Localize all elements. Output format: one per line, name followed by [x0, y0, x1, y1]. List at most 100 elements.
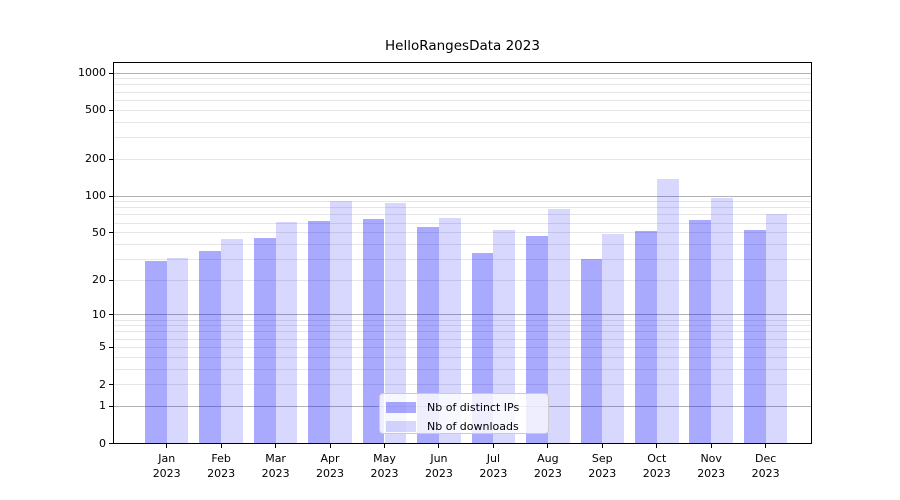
y-tick-mark-100	[109, 195, 113, 197]
bar-distinct-ips-oct	[634, 230, 657, 444]
bar-downloads-sep	[602, 233, 625, 444]
bar-distinct-ips-jan	[144, 261, 167, 444]
gridline-minor-200	[113, 158, 812, 160]
bar-downloads-aug	[547, 209, 570, 444]
x-tick-mark-feb	[220, 444, 222, 448]
bar-distinct-ips-feb	[199, 251, 222, 444]
y-tick-label-1000: 1000	[78, 66, 106, 79]
gridline-minor-60	[113, 222, 812, 224]
chart-title: HelloRangesData 2023	[385, 38, 540, 54]
gridline-minor-5	[113, 346, 812, 348]
x-tick-label-sep: Sep 2023	[588, 451, 617, 481]
gridline-minor-90	[113, 201, 812, 203]
legend-swatch-downloads	[386, 421, 416, 432]
gridline-minor-700	[113, 91, 812, 93]
gridline-minor-30	[113, 258, 812, 260]
y-tick-mark-50	[109, 232, 113, 234]
x-tick-label-dec: Dec 2023	[751, 451, 780, 481]
y-tick-mark-1	[109, 405, 113, 407]
x-tick-mark-mar	[275, 444, 277, 448]
gridline-minor-4	[113, 356, 812, 358]
gridline-minor-9	[113, 319, 812, 321]
y-tick-label-500: 500	[85, 103, 106, 117]
bar-distinct-ips-dec	[743, 229, 766, 444]
bar-distinct-ips-sep	[580, 259, 603, 444]
x-tick-mark-jan	[166, 444, 168, 448]
gridline-minor-2	[113, 384, 812, 386]
y-tick-label-100: 100	[85, 189, 106, 202]
gridline-minor-800	[113, 84, 812, 86]
x-tick-mark-jul	[492, 444, 494, 448]
y-tick-mark-5	[109, 346, 113, 348]
x-tick-label-jul: Jul 2023	[479, 451, 508, 481]
y-tick-mark-500	[109, 109, 113, 111]
x-tick-mark-nov	[710, 444, 712, 448]
y-tick-label-50: 50	[92, 225, 106, 239]
bar-downloads-dec	[765, 214, 788, 444]
legend-label-distinct-ips: Nb of distinct IPs	[427, 400, 520, 414]
y-tick-mark-10	[109, 314, 113, 316]
y-tick-label-200: 200	[85, 152, 106, 166]
gridline-minor-20	[113, 279, 812, 281]
x-tick-mark-oct	[656, 444, 658, 448]
x-tick-mark-may	[384, 444, 385, 448]
bar-downloads-jul	[493, 229, 516, 444]
x-tick-label-jun: Jun 2023	[424, 451, 453, 481]
gridline-minor-8	[113, 325, 812, 327]
x-tick-label-feb: Feb 2023	[207, 451, 236, 481]
y-tick-label-10: 10	[92, 307, 106, 321]
x-tick-label-apr: Apr 2023	[316, 451, 345, 481]
gridline-minor-400	[113, 121, 812, 123]
y-tick-label-5: 5	[99, 340, 106, 354]
bar-downloads-feb	[221, 239, 243, 444]
gridline-minor-6	[113, 338, 812, 340]
gridline-major-10	[113, 314, 812, 316]
gridline-minor-40	[113, 243, 812, 245]
gridline-minor-300	[113, 136, 812, 138]
bar-downloads-apr	[330, 201, 352, 444]
bar-distinct-ips-may	[362, 218, 385, 444]
y-tick-label-20: 20	[92, 273, 106, 287]
gridline-minor-50	[113, 232, 812, 234]
y-tick-mark-2	[109, 384, 113, 386]
bar-downloads-jan	[166, 257, 189, 444]
legend-label-downloads: Nb of downloads	[427, 419, 519, 433]
gridline-minor-900	[113, 78, 812, 80]
legend-item-downloads: Nb of downloads	[380, 416, 548, 435]
gridline-minor-3	[113, 368, 812, 370]
y-tick-mark-1000	[109, 72, 113, 74]
gridline-minor-70	[113, 214, 812, 216]
x-tick-mark-apr	[329, 444, 331, 448]
gridline-major-1000	[113, 72, 812, 74]
x-tick-label-jan: Jan 2023	[152, 451, 181, 481]
bar-downloads-jun	[438, 218, 461, 444]
legend: Nb of distinct IPs Nb of downloads	[379, 393, 549, 434]
bar-downloads-may	[384, 203, 407, 444]
y-tick-mark-20	[109, 279, 113, 281]
bar-downloads-oct	[656, 179, 679, 444]
y-tick-label-1: 1	[99, 399, 106, 413]
x-tick-mark-aug	[547, 444, 549, 448]
gridline-major-100	[113, 195, 812, 197]
bar-distinct-ips-aug	[526, 235, 548, 444]
x-tick-mark-jun	[438, 444, 440, 448]
x-tick-label-mar: Mar 2023	[261, 451, 290, 481]
legend-swatch-distinct-ips	[386, 402, 416, 413]
gridline-minor-80	[113, 207, 812, 209]
x-tick-mark-dec	[765, 444, 767, 448]
x-tick-label-nov: Nov 2023	[697, 451, 726, 481]
y-tick-label-0: 0	[99, 436, 106, 450]
bar-distinct-ips-mar	[253, 238, 276, 444]
bar-downloads-mar	[275, 222, 298, 444]
gridline-minor-7	[113, 331, 812, 333]
gridline-minor-600	[113, 99, 812, 101]
x-tick-label-oct: Oct 2023	[642, 451, 671, 481]
x-tick-mark-sep	[601, 444, 603, 448]
legend-item-distinct-ips: Nb of distinct IPs	[380, 397, 548, 416]
x-tick-label-aug: Aug 2023	[533, 451, 562, 481]
y-tick-mark-200	[109, 158, 113, 160]
y-tick-mark-0	[109, 443, 113, 444]
bar-distinct-ips-nov	[689, 220, 712, 444]
x-tick-label-may: May 2023	[370, 451, 399, 481]
